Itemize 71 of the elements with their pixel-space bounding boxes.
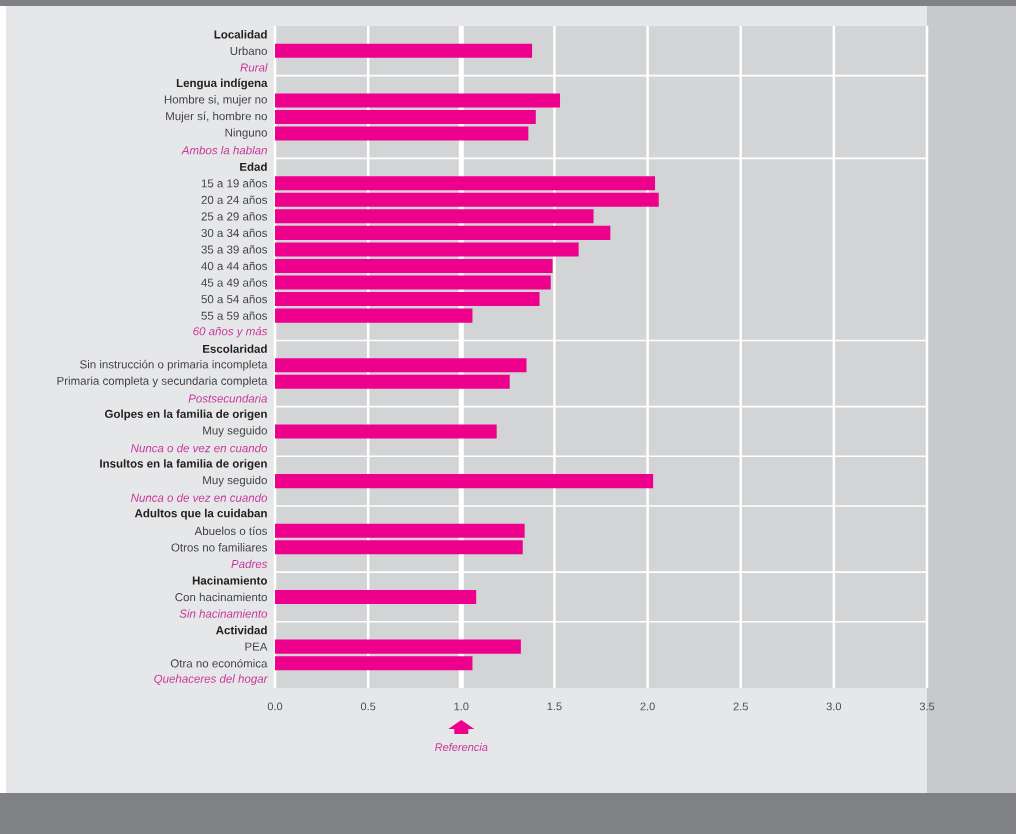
bar bbox=[275, 523, 525, 538]
bar bbox=[275, 275, 551, 290]
y-tick-label: 30 a 34 años bbox=[201, 228, 268, 238]
y-tick-label: Nunca o de vez en cuando bbox=[131, 493, 268, 502]
bar bbox=[275, 656, 473, 671]
y-tick-label: Primaria completa y secundaria completa bbox=[57, 376, 268, 388]
x-tick-label: 1.0 bbox=[454, 702, 469, 711]
y-tick-label: 50 a 54 años bbox=[201, 294, 268, 304]
bar bbox=[275, 225, 611, 240]
y-tick-label: Mujer sí, hombre no bbox=[166, 111, 267, 123]
x-tick-label: 3.5 bbox=[919, 702, 935, 711]
y-tick-label: Lengua indígena bbox=[176, 78, 268, 90]
y-tick-label: Hacinamiento bbox=[192, 576, 268, 585]
y-tick-label: Abuelos o tíos bbox=[194, 526, 268, 536]
x-tick-label: 2.0 bbox=[640, 702, 655, 711]
y-tick-label: Ninguno bbox=[225, 128, 267, 139]
y-tick-label: Golpes en la familia de origen bbox=[104, 409, 267, 421]
x-tick-label: 1.5 bbox=[547, 702, 562, 711]
bar bbox=[275, 374, 510, 389]
bar bbox=[275, 258, 553, 273]
y-tick-label: Otra no económica bbox=[170, 658, 268, 668]
bar bbox=[275, 126, 529, 141]
y-tick-label: Edad bbox=[240, 162, 267, 171]
bar bbox=[275, 43, 533, 58]
y-tick-label: Muy seguido bbox=[203, 426, 267, 437]
bar bbox=[275, 308, 473, 323]
bar bbox=[275, 358, 527, 373]
y-tick-label: Quehaceres del hogar bbox=[154, 674, 268, 686]
y-tick-label: Postsecundaria bbox=[188, 394, 268, 403]
bar bbox=[275, 242, 579, 257]
y-tick-label: Escolaridad bbox=[203, 344, 267, 353]
bar bbox=[275, 474, 654, 489]
y-tick-label: 55 a 59 años bbox=[201, 311, 268, 320]
y-tick-label: 25 a 29 años bbox=[201, 212, 268, 221]
y-tick-label: Con hacinamiento bbox=[175, 592, 267, 602]
y-tick-label: Insultos en la familia de origen bbox=[100, 459, 267, 470]
y-tick-label: Ambos la hablan bbox=[181, 145, 267, 155]
x-tick-label: 0.0 bbox=[267, 702, 283, 711]
x-tick-label: 2.5 bbox=[733, 702, 748, 711]
y-tick-label: 15 a 19 años bbox=[201, 179, 268, 188]
y-tick-label: 40 a 44 años bbox=[201, 261, 268, 271]
y-tick-label: Nunca o de vez en cuando bbox=[131, 443, 268, 453]
bar bbox=[275, 192, 659, 207]
y-tick-label: 45 a 49 años bbox=[201, 278, 268, 287]
y-tick-label: Padres bbox=[231, 559, 268, 569]
y-tick-label: 20 a 24 años bbox=[201, 195, 268, 204]
y-tick-label: Rural bbox=[240, 63, 268, 72]
y-tick-label: Localidad bbox=[214, 30, 267, 39]
bar bbox=[275, 292, 540, 307]
bar bbox=[275, 639, 521, 654]
y-tick-label: Muy seguido bbox=[203, 475, 267, 487]
bar bbox=[275, 589, 477, 604]
bar bbox=[275, 109, 536, 125]
y-tick-label: PEA bbox=[245, 642, 268, 651]
y-tick-label: Sin hacinamiento bbox=[179, 609, 268, 618]
y-tick-label: 60 años y más bbox=[193, 326, 268, 338]
x-tick-label: 3.0 bbox=[826, 702, 842, 711]
y-tick-label: Adultos que la cuidaban bbox=[134, 508, 267, 520]
y-tick-label: Hombre si, mujer no bbox=[164, 95, 267, 106]
y-tick-label: Actividad bbox=[215, 625, 267, 635]
bar bbox=[275, 176, 656, 191]
x-tick-label: 0.5 bbox=[360, 702, 376, 711]
bar bbox=[275, 424, 497, 439]
bar bbox=[275, 93, 561, 108]
bar bbox=[275, 209, 594, 224]
y-tick-label: Otros no familiares bbox=[171, 543, 268, 552]
text: Referencia bbox=[435, 742, 488, 752]
y-tick-label: 35 a 39 años bbox=[201, 245, 268, 254]
bar bbox=[275, 540, 523, 555]
y-tick-label: Sin instrucción o primaria incompleta bbox=[80, 359, 268, 371]
y-tick-label: Urbano bbox=[230, 46, 267, 56]
